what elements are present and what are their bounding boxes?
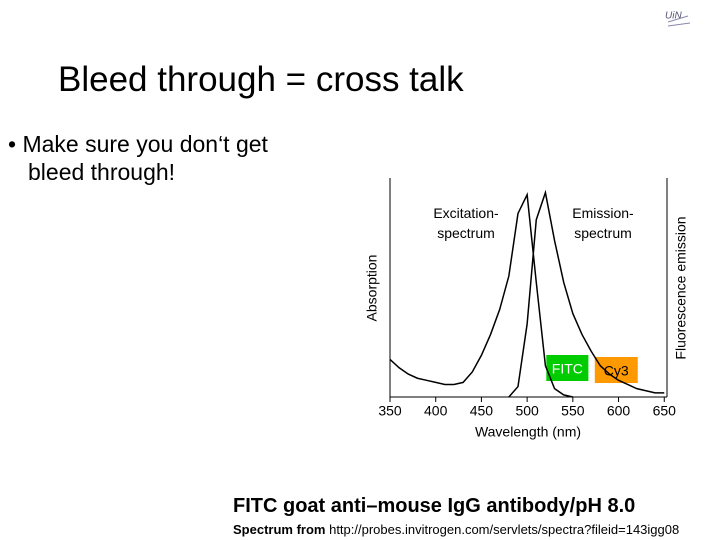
band-label: FITC (552, 361, 583, 377)
spectrum-line (508, 189, 665, 398)
x-axis-label: Wavelength (nm) (475, 424, 581, 440)
caption: FITC goat anti–mouse IgG antibody/pH 8.0 (233, 495, 636, 517)
legend-entry: Excitation-spectrum (433, 205, 499, 241)
x-tick-label: 650 (653, 403, 677, 419)
spectrum-line (389, 192, 574, 398)
legend-line: spectrum (574, 225, 632, 241)
x-tick-label: 450 (470, 403, 494, 419)
x-tick-label: 600 (607, 403, 631, 419)
band (546, 355, 589, 381)
band-label: Cy3 (604, 363, 629, 379)
legend-entry: Emission-spectrum (572, 205, 634, 241)
svg-text:UiN: UiN (665, 11, 682, 22)
y2-axis-label: Fluorescence emission (673, 216, 689, 359)
logo: UiN (665, 11, 691, 27)
bullet: • Make sure you don‘t get bleed through! (8, 131, 268, 185)
bullet-text: Make sure you don‘t get bleed through! (22, 131, 268, 185)
slide-title: Bleed through = cross talk (58, 60, 464, 99)
chart: UiN Wavelength (nm) Absorption Fluoresce… (364, 11, 691, 440)
source: Spectrum from http://probes.invitrogen.c… (233, 522, 679, 537)
x-tick-label: 350 (378, 403, 402, 419)
source-url: http://probes.invitrogen.com/servlets/sp… (329, 522, 680, 537)
x-tick-label: 550 (561, 403, 585, 419)
x-tick-label: 400 (424, 403, 448, 419)
source-label: Spectrum from (233, 522, 326, 537)
y-axis-label: Absorption (364, 255, 380, 322)
legend-line: Excitation- (433, 205, 499, 221)
legend-line: spectrum (437, 225, 495, 241)
x-tick-label: 500 (515, 403, 539, 419)
legend-line: Emission- (572, 205, 634, 221)
